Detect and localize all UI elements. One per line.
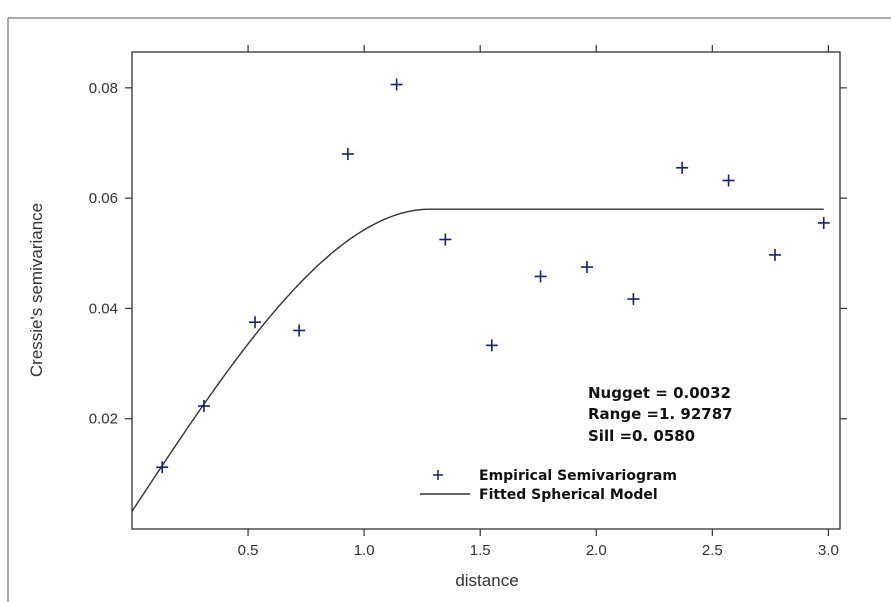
legend-label-fitted: Fitted Spherical Model (479, 487, 658, 503)
empirical-point (293, 324, 306, 337)
empirical-point (341, 148, 354, 161)
x-axis-ticks: 0.5 1.0 1.5 2.0 2.5 3.0 (238, 45, 839, 559)
nugget-annotation: Nugget = 0.0032 (588, 384, 731, 402)
empirical-point (249, 316, 262, 329)
range-annotation: Range =1. 92787 (588, 405, 733, 423)
x-tick-label: 0.5 (238, 542, 259, 559)
empirical-point (580, 261, 593, 274)
y-axis-title: Cressie's semivariance (27, 203, 46, 377)
x-tick-label: 2.0 (586, 542, 607, 559)
y-tick-label: 0.04 (89, 300, 118, 317)
y-tick-label: 0.06 (89, 190, 118, 207)
x-tick-label: 1.0 (354, 542, 375, 559)
x-tick-label: 1.5 (470, 542, 491, 559)
sill-annotation: Sill =0. 0580 (588, 427, 695, 445)
y-axis-ticks: 0.02 0.04 0.06 0.08 (89, 80, 847, 428)
legend-plus-marker (433, 470, 443, 480)
legend-label-empirical: Empirical Semivariogram (479, 468, 677, 484)
empirical-point (676, 161, 689, 174)
x-tick-label: 2.5 (702, 542, 723, 559)
fitted-spherical-model-line (131, 208, 824, 512)
empirical-point (156, 461, 169, 474)
empirical-point (485, 339, 498, 352)
empirical-point (627, 293, 640, 306)
empirical-point (197, 400, 210, 413)
empirical-point (534, 270, 547, 283)
plot-area (131, 51, 841, 530)
empirical-point (769, 248, 782, 261)
empirical-points (156, 78, 830, 474)
empirical-point (390, 78, 403, 91)
x-axis-title: distance (455, 571, 518, 590)
empirical-point (722, 174, 735, 187)
empirical-point (439, 233, 452, 246)
empirical-point (817, 216, 830, 229)
legend: Empirical Semivariogram Fitted Spherical… (420, 468, 677, 503)
x-tick-label: 3.0 (818, 542, 839, 559)
y-tick-label: 0.08 (89, 80, 118, 97)
y-tick-label: 0.02 (89, 411, 118, 428)
